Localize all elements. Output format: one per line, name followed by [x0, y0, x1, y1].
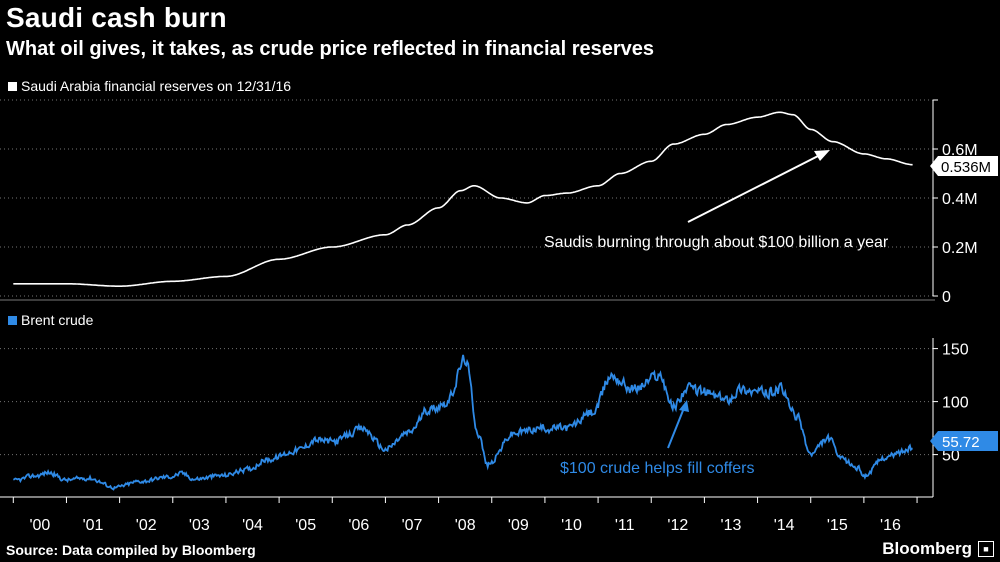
chart-title: Saudi cash burn	[6, 2, 227, 33]
brent-legend: Brent crude	[8, 312, 93, 328]
x-tick-label: '11	[615, 517, 635, 534]
reserves-legend-label: Saudi Arabia financial reserves on 12/31…	[21, 78, 292, 94]
x-tick-label: '03	[189, 517, 210, 534]
brent-annotation: $100 crude helps fill coffers	[560, 460, 754, 477]
x-tick-label: '00	[29, 517, 50, 534]
x-tick-label: '04	[242, 517, 263, 534]
brent-y-tick-label: 150	[942, 342, 969, 359]
x-tick-label: '15	[827, 517, 848, 534]
reserves-y-tick-label: 0	[942, 289, 951, 306]
x-tick-label: '08	[455, 517, 476, 534]
reserves-annotation-arrowhead	[814, 150, 830, 161]
chart-subtitle: What oil gives, it takes, as crude price…	[6, 38, 655, 60]
x-tick-label: '06	[348, 517, 369, 534]
reserves-y-tick-label: 0.6M	[942, 142, 978, 159]
reserves-last-value-tag: 0.536M	[930, 156, 998, 176]
x-tick-label: '14	[774, 517, 795, 534]
x-tick-label: '02	[136, 517, 157, 534]
reserves-legend: Saudi Arabia financial reserves on 12/31…	[8, 78, 291, 94]
reserves-series-line	[13, 111, 913, 287]
brand-name: Bloomberg	[882, 539, 972, 558]
reserves-annotation: Saudis burning through about $100 billio…	[544, 234, 889, 251]
reserves-y-tick-label: 0.4M	[942, 191, 978, 208]
reserves-y-ticks: 0 0.2M 0.4M 0.6M	[933, 99, 978, 306]
x-tick-label: '07	[402, 517, 423, 534]
bloomberg-logo: Bloomberg ■	[882, 539, 994, 559]
x-tick-label: '10	[561, 517, 582, 534]
brent-last-value-tag: 55.72	[930, 431, 998, 451]
x-tick-label: '13	[721, 517, 742, 534]
brent-annotation-arrowhead	[679, 400, 689, 412]
x-tick-label: '05	[295, 517, 316, 534]
x-axis-ticks: '00 '01 '02 '03 '04 '05 '06 '07 '08 '09 '10 '11 '12 '…	[12, 497, 918, 534]
bloomberg-logo-icon: ■	[978, 541, 994, 557]
reserves-y-tick-label: 0.2M	[942, 240, 978, 257]
brent-y-tick-label: 100	[942, 395, 969, 412]
brent-annotation-arrow	[667, 407, 685, 449]
brent-legend-swatch	[8, 315, 17, 325]
brent-y-tick-label: 50	[942, 448, 960, 465]
reserves-last-value: 0.536M	[941, 159, 991, 176]
x-tick-label: '09	[508, 517, 529, 534]
brent-last-value: 55.72	[942, 434, 980, 451]
brent-legend-label: Brent crude	[21, 312, 94, 328]
source-note: Source: Data compiled by Bloomberg	[6, 542, 256, 558]
x-tick-label: '01	[83, 517, 104, 534]
reserves-legend-swatch	[8, 81, 17, 91]
x-tick-label: '16	[880, 517, 901, 534]
brent-series-line	[13, 354, 913, 491]
x-tick-label: '12	[667, 517, 688, 534]
brent-y-ticks: 50 100 150	[933, 342, 969, 465]
reserves-annotation-arrow	[687, 153, 823, 223]
reserves-grid	[0, 99, 933, 297]
